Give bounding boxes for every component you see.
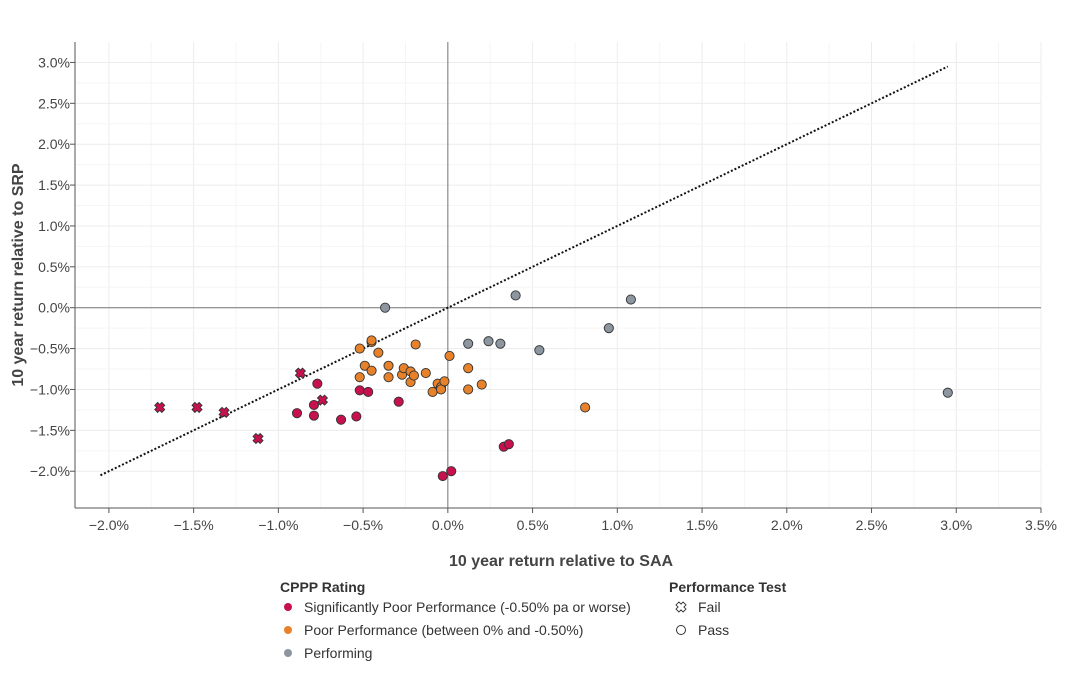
gridlines: [75, 42, 1042, 508]
data-point-performing-pass: [483, 336, 494, 347]
data-point-poor-pass: [383, 360, 394, 371]
x-axis-title: 10 year return relative to SAA: [449, 553, 674, 570]
data-point-performing-pass: [534, 345, 545, 356]
legend-rating-entries: Significantly Poor Performance (-0.50% p…: [284, 599, 631, 661]
reference-line-path: [99, 65, 949, 477]
data-points: [154, 290, 953, 482]
y-tick-label: 3.0%: [38, 54, 70, 70]
data-point-performing-pass: [510, 290, 521, 301]
data-point-significantly_poor-fail: [154, 401, 166, 414]
data-point-poor-pass: [420, 368, 431, 379]
data-point-significantly_poor-fail: [316, 394, 329, 406]
x-tick-label: 1.5%: [686, 517, 718, 533]
legend-test-title: Performance Test: [669, 579, 787, 595]
y-tick-label: −0.5%: [30, 341, 70, 357]
data-point-performing-pass: [625, 294, 636, 305]
y-tick-label: −1.5%: [30, 422, 70, 438]
data-point-poor-pass: [476, 379, 487, 390]
data-point-poor-pass: [373, 347, 384, 358]
data-point-poor-pass: [444, 350, 455, 361]
data-point-poor-pass: [580, 402, 591, 413]
data-point-poor-pass: [383, 372, 394, 383]
data-point-significantly_poor-pass: [363, 386, 374, 397]
x-tick-label: −2.0%: [89, 517, 129, 533]
data-point-performing-pass: [942, 387, 953, 398]
legend-label-significantly_poor: Significantly Poor Performance (-0.50% p…: [304, 599, 631, 615]
data-point-poor-pass: [366, 365, 377, 376]
data-point-significantly_poor-fail: [294, 367, 307, 379]
y-tick-label: 0.0%: [38, 300, 70, 316]
y-tick-label: −1.0%: [30, 381, 70, 397]
legend-swatch-pass: [676, 625, 686, 635]
y-tick-label: −2.0%: [30, 463, 70, 479]
x-tick-label: 2.5%: [856, 517, 888, 533]
x-tick-label: −1.0%: [258, 517, 298, 533]
data-point-significantly_poor-pass: [291, 408, 303, 419]
data-point-poor-pass: [359, 360, 370, 371]
data-point-poor-pass: [408, 370, 419, 381]
legend: CPPP Rating Significantly Poor Performan…: [280, 579, 787, 661]
data-point-performing-pass: [603, 323, 614, 334]
x-tick-label: 1.0%: [601, 517, 633, 533]
y-tick-label: 1.5%: [38, 177, 70, 193]
data-point-significantly_poor-pass: [308, 399, 320, 411]
data-point-poor-pass: [354, 372, 365, 383]
legend-label-performing: Performing: [304, 645, 372, 661]
data-point-poor-pass: [410, 339, 421, 350]
data-point-significantly_poor-pass: [393, 396, 404, 407]
x-tick-label: 3.0%: [940, 517, 972, 533]
reference-line: [99, 65, 949, 477]
data-point-performing-pass: [463, 338, 474, 349]
data-point-poor-pass: [366, 335, 377, 346]
y-axis-title: 10 year return relative to SRP: [10, 163, 27, 387]
data-point-poor-pass: [354, 343, 365, 354]
y-tick-label: 2.0%: [38, 136, 70, 152]
data-point-significantly_poor-pass: [354, 385, 365, 396]
data-point-poor-pass: [463, 384, 474, 395]
data-point-significantly_poor-pass: [336, 414, 347, 425]
data-point-significantly_poor-pass: [312, 378, 323, 389]
data-point-poor-pass: [463, 363, 474, 374]
data-point-poor-pass: [427, 386, 438, 397]
tick-labels: −2.0% −1.5% −1.0% −0.5% 0.0% 0.5% 1.0% 1.5% 2.0%…: [30, 54, 1057, 533]
data-point-poor-pass: [439, 376, 450, 387]
data-point-significantly_poor-pass: [446, 466, 457, 477]
y-tick-label: 1.0%: [38, 218, 70, 234]
data-point-significantly_poor-fail: [191, 401, 203, 414]
legend-swatch-significantly_poor: [284, 603, 292, 611]
legend-label-fail: Fail: [698, 599, 721, 615]
data-point-significantly_poor-fail: [218, 406, 230, 418]
x-tick-label: −1.5%: [174, 517, 214, 533]
x-tick-label: 0.5%: [517, 517, 549, 533]
legend-swatch-fail: [675, 601, 687, 613]
legend-label-poor: Poor Performance (between 0% and -0.50%): [304, 622, 583, 638]
legend-swatch-performing: [284, 649, 292, 657]
x-tick-label: 0.0%: [432, 517, 464, 533]
data-point-performing-pass: [380, 302, 391, 313]
legend-swatch-poor: [284, 626, 292, 634]
data-point-significantly_poor-pass: [308, 410, 320, 421]
data-point-significantly_poor-pass: [437, 471, 448, 482]
data-point-significantly_poor-fail: [252, 432, 264, 445]
axes: [74, 42, 1041, 509]
x-tick-label: −0.5%: [343, 517, 383, 533]
x-tick-label: 3.5%: [1025, 517, 1057, 533]
legend-rating-title: CPPP Rating: [280, 579, 365, 595]
legend-label-pass: Pass: [698, 622, 729, 638]
data-point-significantly_poor-pass: [503, 439, 514, 450]
data-point-significantly_poor-pass: [351, 411, 362, 422]
data-point-performing-pass: [495, 338, 506, 349]
x-tick-label: 2.0%: [771, 517, 803, 533]
legend-test-entries: Fail Pass: [675, 599, 729, 638]
y-tick-label: 0.5%: [38, 259, 70, 275]
y-tick-label: 2.5%: [38, 95, 70, 111]
